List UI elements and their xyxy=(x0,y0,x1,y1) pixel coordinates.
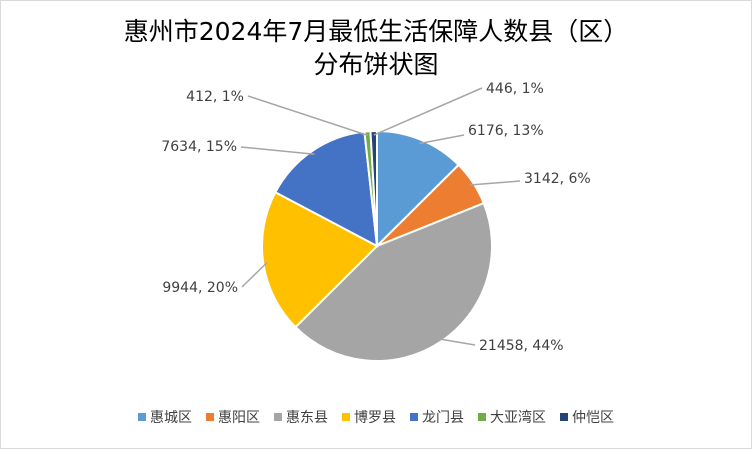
legend-label: 惠阳区 xyxy=(218,410,260,426)
legend-item: 惠城区 xyxy=(138,407,192,427)
leader-line-1 xyxy=(419,134,465,145)
legend-swatch xyxy=(138,413,146,421)
legend-swatch xyxy=(560,413,568,421)
leader-line-2 xyxy=(469,180,521,186)
data-label-4: 9944, 20% xyxy=(162,280,238,296)
legend-item: 龙门县 xyxy=(410,407,464,427)
leader-line-5 xyxy=(240,146,315,155)
legend-swatch xyxy=(274,413,282,421)
data-label-6: 412, 1% xyxy=(186,89,244,105)
pie-slice-7 xyxy=(369,129,378,247)
data-label-2: 3142, 6% xyxy=(524,171,591,187)
legend-label: 仲恺区 xyxy=(572,410,614,426)
legend-label: 惠东县 xyxy=(286,410,328,426)
chart-title-line-1: 惠州市2024年7月最低生活保障人数县（区） xyxy=(123,17,629,46)
pie-slice-4 xyxy=(261,190,379,329)
pie-slice-3 xyxy=(294,201,493,362)
legend-swatch xyxy=(478,413,486,421)
legend-label: 惠城区 xyxy=(150,410,192,426)
legend-item: 大亚湾区 xyxy=(478,407,546,427)
pie-slice-5 xyxy=(273,130,379,248)
legend-swatch xyxy=(342,413,350,421)
legend-item: 博罗县 xyxy=(342,407,396,427)
data-label-1: 6176, 13% xyxy=(468,123,544,139)
legend-item: 仲恺区 xyxy=(560,407,614,427)
leader-line-7 xyxy=(373,87,483,136)
legend-swatch xyxy=(206,413,214,421)
leader-line-6 xyxy=(247,95,369,137)
data-label-7: 446, 1% xyxy=(486,81,544,97)
chart-title: 惠州市2024年7月最低生活保障人数县（区） 分布饼状图 xyxy=(1,15,751,81)
data-label-5: 7634, 15% xyxy=(161,139,237,155)
legend-label: 龙门县 xyxy=(422,410,464,426)
legend-item: 惠阳区 xyxy=(206,407,260,427)
chart-title-line-2: 分布饼状图 xyxy=(313,50,439,79)
data-label-3: 21458, 44% xyxy=(479,338,564,354)
legend-label: 大亚湾区 xyxy=(490,410,546,426)
legend-swatch xyxy=(410,413,418,421)
legend-item: 惠东县 xyxy=(274,407,328,427)
legend-label: 博罗县 xyxy=(354,410,396,426)
leader-line-3 xyxy=(437,337,476,346)
legend: 惠城区 惠阳区 惠东县 博罗县 龙门县 大亚湾区 仲恺区 xyxy=(1,407,751,427)
leader-line-4 xyxy=(241,261,268,288)
